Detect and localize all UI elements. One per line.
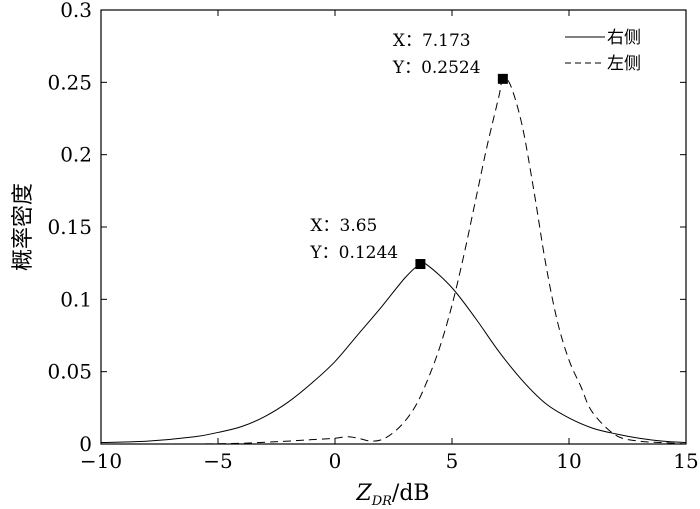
series-line-left [101, 77, 687, 445]
axis-ticks: −10 −5 0 5 10 15 0 0.05 0.1 0.15 0.2 0.25 0.3 [47, 0, 698, 473]
x-tick-label: 0 [329, 449, 342, 473]
y-tick-label: 0.15 [47, 215, 92, 239]
datatip-y-label: Y：0.1244 [309, 243, 398, 263]
x-axis-title: ZDR/dB [355, 481, 429, 509]
x-axis-title-sub: DR [371, 494, 392, 509]
datatip-x-label: X：7.173 [393, 31, 471, 51]
y-tick-label: 0.1 [60, 287, 92, 311]
y-axis-title: 概率密度 [11, 183, 36, 271]
x-tick-label: 10 [556, 449, 581, 473]
x-tick-label: −10 [80, 449, 122, 473]
datatip-marker [415, 259, 426, 270]
y-tick-label: 0.2 [60, 143, 92, 167]
x-axis-title-unit: /dB [392, 481, 430, 506]
x-tick-label: −5 [203, 449, 232, 473]
datatip-x-label: X：3.65 [310, 216, 377, 236]
y-tick-label: 0.05 [47, 360, 92, 384]
datatip-marker [497, 73, 508, 84]
legend-label-right: 右侧 [607, 28, 641, 48]
y-tick-label: 0.3 [60, 0, 92, 22]
x-axis-title-main: Z [355, 481, 372, 506]
y-tick-label: 0 [79, 432, 92, 456]
y-tick-label: 0.25 [47, 70, 92, 94]
datatip-y-label: Y：0.2524 [392, 58, 481, 78]
annotation-layer: X：3.65 Y：0.1244 X：7.173 Y：0.2524 [309, 31, 508, 270]
legend: 右侧 左侧 [565, 28, 641, 74]
x-tick-label: 5 [446, 449, 459, 473]
plot-frame [100, 9, 687, 445]
x-tick-label: 15 [673, 449, 698, 473]
legend-label-left: 左侧 [607, 54, 641, 74]
